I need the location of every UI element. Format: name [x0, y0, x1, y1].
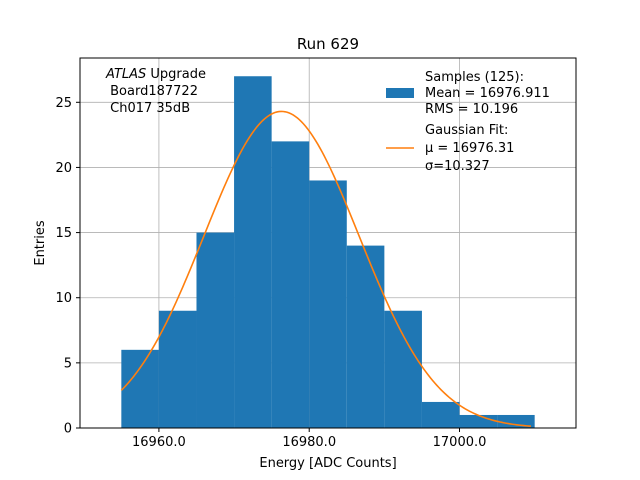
atlas-label: ATLAS — [106, 67, 147, 82]
x-axis-label: Energy [ADC Counts] — [259, 456, 396, 471]
channel-label: Ch017 35dB — [106, 101, 191, 116]
upgrade-label: Upgrade — [146, 67, 206, 82]
legend-text-samples: Mean = 16976.911 — [425, 86, 550, 101]
x-tick-label: 16960.0 — [132, 435, 186, 450]
legend-text-samples: Samples (125): — [425, 70, 524, 85]
legend-text-fit: μ = 16976.31 — [425, 141, 514, 156]
legend-text-fit: Gaussian Fit: — [425, 123, 508, 138]
histogram-bar — [309, 180, 347, 428]
histogram-bar — [196, 232, 235, 428]
gaussian-fit-curve — [120, 110, 531, 427]
histogram-bar — [234, 76, 272, 428]
histogram-bar — [121, 349, 159, 428]
y-axis-label: Entries — [33, 220, 48, 266]
atlas-annotation: ATLAS Upgrade Board187722 Ch017 35dB — [106, 66, 206, 117]
chart-title: Run 629 — [297, 35, 359, 53]
plot-frame — [79, 57, 577, 429]
y-tick-label: 5 — [64, 356, 72, 371]
x-tick-label: 17000.0 — [433, 435, 487, 450]
x-tick-label: 16980.0 — [282, 435, 336, 450]
histogram-bar — [346, 245, 385, 428]
histogram-bar — [497, 414, 535, 428]
histogram-bar — [384, 310, 422, 428]
y-tick-label: 0 — [64, 422, 72, 437]
y-tick-label: 15 — [55, 226, 72, 241]
y-tick-label: 20 — [55, 161, 72, 176]
legend-patch-samples — [386, 88, 414, 98]
histogram-bar — [421, 401, 460, 428]
board-label: Board187722 — [106, 84, 198, 99]
histogram-bar — [158, 310, 197, 428]
y-tick-label: 25 — [55, 96, 72, 111]
y-tick-label: 10 — [55, 291, 72, 306]
legend-text-samples: RMS = 10.196 — [425, 102, 518, 117]
legend-text-fit: σ=10.327 — [425, 159, 490, 174]
legend: Samples (125): Mean = 16976.911 RMS = 10… — [386, 70, 550, 174]
histogram-bar — [271, 141, 310, 428]
histogram-bar — [459, 414, 498, 428]
